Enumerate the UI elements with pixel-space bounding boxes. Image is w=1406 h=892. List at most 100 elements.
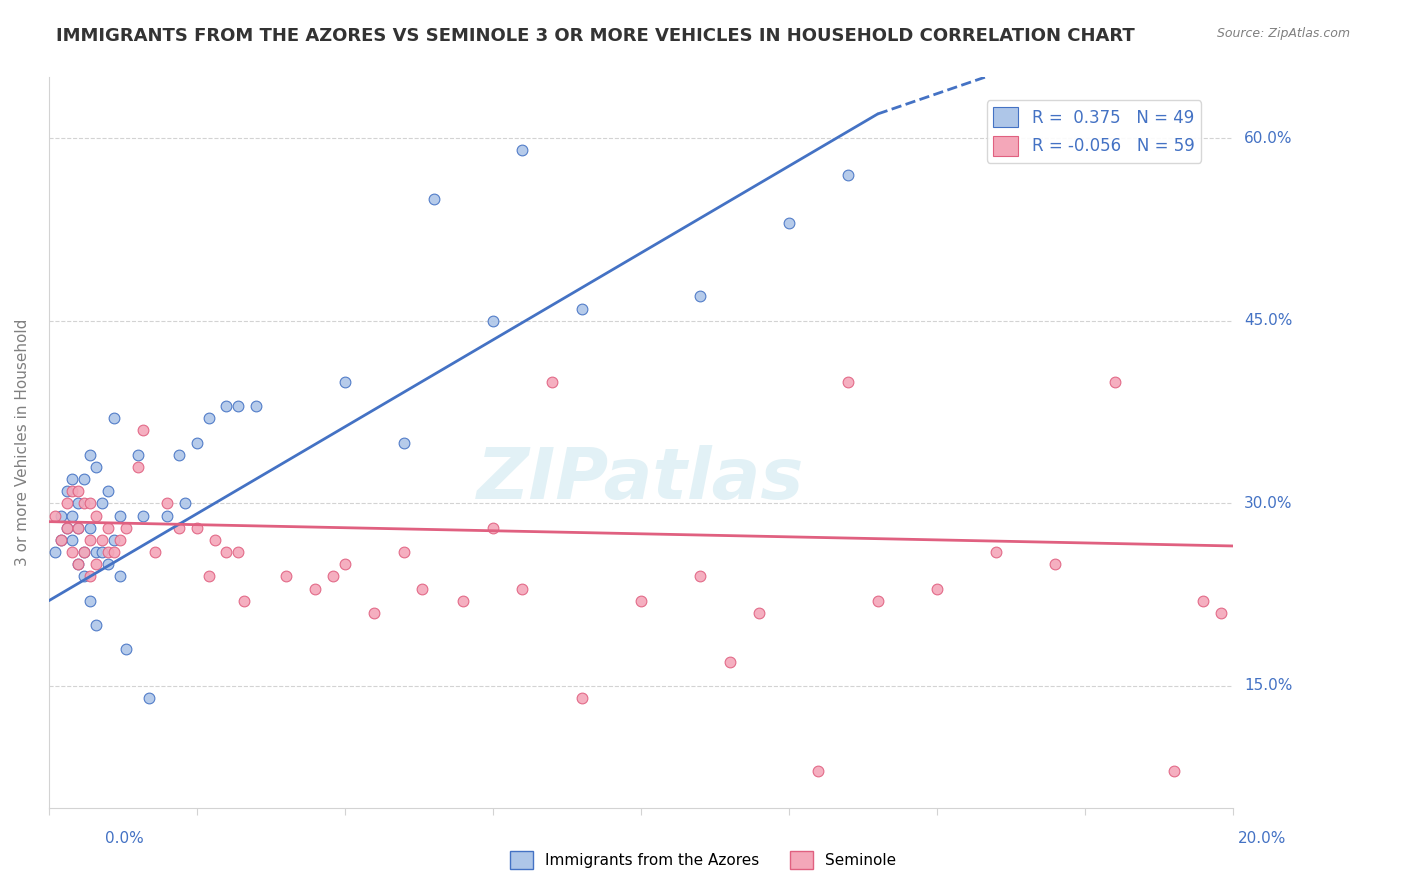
Point — [79, 448, 101, 462]
Point — [245, 399, 267, 413]
Point — [108, 508, 131, 523]
Point — [984, 545, 1007, 559]
Text: IMMIGRANTS FROM THE AZORES VS SEMINOLE 3 OR MORE VEHICLES IN HOUSEHOLD CORRELATI: IMMIGRANTS FROM THE AZORES VS SEMINOLE 3… — [56, 27, 1135, 45]
Point — [392, 435, 415, 450]
Point — [62, 472, 84, 486]
Point — [512, 144, 534, 158]
Point — [233, 593, 256, 607]
Text: 20.0%: 20.0% — [1239, 831, 1286, 846]
Point — [866, 593, 889, 607]
Point — [97, 484, 120, 499]
Point — [84, 459, 107, 474]
Point — [333, 558, 356, 572]
Point — [62, 484, 84, 499]
Point — [226, 399, 249, 413]
Point — [322, 569, 344, 583]
Point — [482, 521, 505, 535]
Point — [55, 521, 77, 535]
Point — [571, 691, 593, 706]
Point — [84, 618, 107, 632]
Point — [451, 593, 474, 607]
Point — [84, 558, 107, 572]
Point — [108, 569, 131, 583]
Point — [127, 459, 149, 474]
Point — [91, 496, 114, 510]
Point — [925, 582, 948, 596]
Point — [156, 496, 179, 510]
Point — [67, 521, 90, 535]
Point — [392, 545, 415, 559]
Point — [103, 411, 125, 425]
Point — [482, 314, 505, 328]
Point — [1211, 606, 1233, 620]
Point — [55, 496, 77, 510]
Point — [103, 533, 125, 547]
Point — [630, 593, 652, 607]
Point — [79, 569, 101, 583]
Point — [84, 545, 107, 559]
Point — [97, 521, 120, 535]
Point — [62, 545, 84, 559]
Text: 0.0%: 0.0% — [105, 831, 145, 846]
Text: 60.0%: 60.0% — [1244, 131, 1292, 145]
Point — [91, 533, 114, 547]
Point — [363, 606, 385, 620]
Point — [215, 545, 238, 559]
Point — [84, 508, 107, 523]
Point — [79, 521, 101, 535]
Point — [186, 521, 208, 535]
Point — [274, 569, 297, 583]
Point — [73, 545, 96, 559]
Text: 30.0%: 30.0% — [1244, 496, 1292, 511]
Text: ZIPatlas: ZIPatlas — [477, 444, 804, 514]
Point — [62, 533, 84, 547]
Point — [689, 569, 711, 583]
Point — [226, 545, 249, 559]
Point — [333, 375, 356, 389]
Point — [422, 192, 444, 206]
Point — [1045, 558, 1067, 572]
Point — [79, 496, 101, 510]
Point — [67, 521, 90, 535]
Point — [1163, 764, 1185, 778]
Point — [512, 582, 534, 596]
Point — [127, 448, 149, 462]
Point — [167, 448, 190, 462]
Point — [132, 508, 155, 523]
Point — [55, 521, 77, 535]
Point — [108, 533, 131, 547]
Point — [67, 496, 90, 510]
Point — [79, 533, 101, 547]
Point — [97, 558, 120, 572]
Point — [62, 508, 84, 523]
Point — [73, 569, 96, 583]
Text: 45.0%: 45.0% — [1244, 313, 1292, 328]
Point — [138, 691, 160, 706]
Point — [304, 582, 326, 596]
Point — [44, 508, 66, 523]
Point — [167, 521, 190, 535]
Legend: Immigrants from the Azores, Seminole: Immigrants from the Azores, Seminole — [503, 845, 903, 875]
Point — [411, 582, 433, 596]
Point — [97, 545, 120, 559]
Point — [197, 411, 219, 425]
Point — [73, 545, 96, 559]
Point — [114, 642, 136, 657]
Point — [571, 301, 593, 316]
Point — [49, 533, 72, 547]
Point — [49, 508, 72, 523]
Point — [73, 472, 96, 486]
Point — [778, 217, 800, 231]
Point — [114, 521, 136, 535]
Point — [689, 289, 711, 303]
Point — [204, 533, 226, 547]
Point — [718, 655, 741, 669]
Point — [837, 168, 859, 182]
Text: 15.0%: 15.0% — [1244, 679, 1292, 693]
Y-axis label: 3 or more Vehicles in Household: 3 or more Vehicles in Household — [15, 318, 30, 566]
Point — [91, 545, 114, 559]
Point — [67, 558, 90, 572]
Point — [156, 508, 179, 523]
Point — [103, 545, 125, 559]
Point — [186, 435, 208, 450]
